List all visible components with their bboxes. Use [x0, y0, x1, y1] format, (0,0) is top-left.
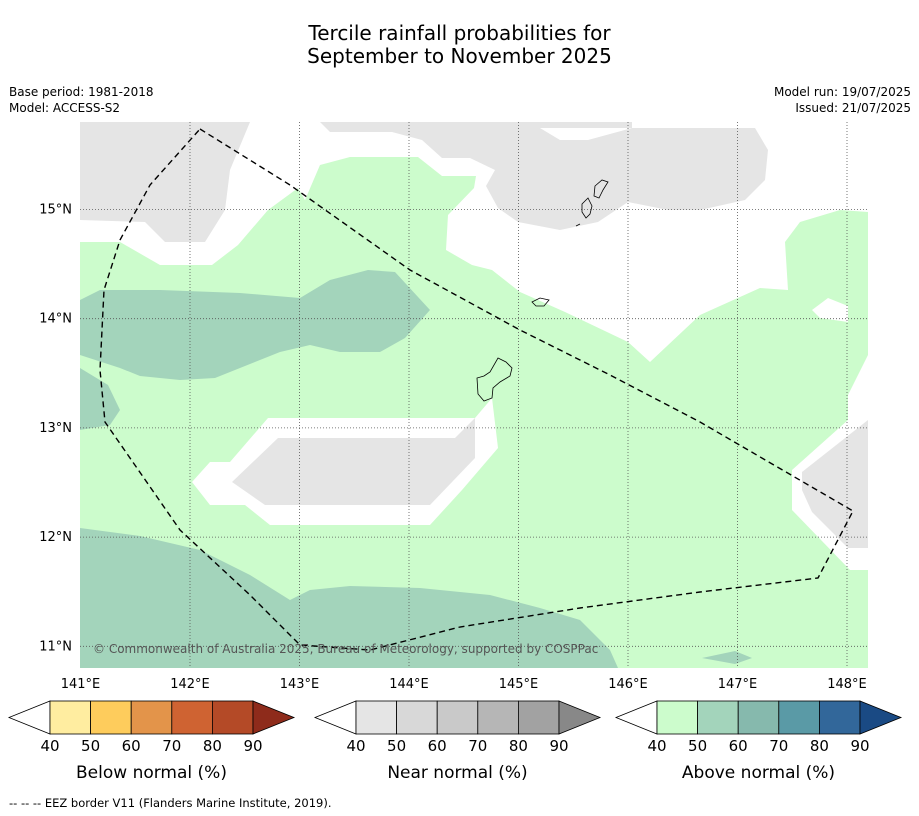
copyright-text: © Commonwealth of Australia 2025, Bureau… — [93, 642, 598, 656]
lat-tick-label: 12°N — [39, 530, 72, 545]
colorbar-title: Below normal (%) — [76, 763, 227, 783]
colorbar-tick-label: 90 — [243, 737, 262, 755]
colorbar-tick-label: 80 — [810, 737, 829, 755]
title-line-1: Tercile rainfall probabilities for — [308, 21, 611, 45]
colorbar-tick-label: 50 — [81, 737, 100, 755]
lon-tick-label: 145°E — [499, 677, 539, 692]
colorbar-tick-label: 70 — [162, 737, 181, 755]
colorbar-legends: 40 50 60 70 80 90 Below normal (%) 40 50 60 70 80 90… — [7, 700, 903, 783]
colorbar-segment — [396, 700, 438, 735]
rota-island-outline — [531, 297, 550, 307]
colorbar-tick-label: 80 — [203, 737, 222, 755]
saipan-island-outline — [593, 179, 609, 199]
colorbar-tick-label: 60 — [428, 737, 447, 755]
colorbar-tick-label: 60 — [122, 737, 141, 755]
near-normal-east-region — [802, 420, 868, 548]
near-normal-central-region — [232, 418, 475, 505]
issued-text: Issued: 21/07/2025 — [795, 101, 911, 115]
colorbar-title: Near normal (%) — [387, 763, 527, 783]
island-outlines — [476, 179, 609, 402]
colorbar-tick-label: 40 — [40, 737, 59, 755]
above-normal-50-west-spot — [80, 368, 120, 430]
lat-tick-label: 11°N — [39, 639, 72, 654]
no-signal-east-spot — [812, 298, 848, 322]
colorbar-tick-label: 50 — [387, 737, 406, 755]
colorbar-tick-label: 90 — [549, 737, 568, 755]
page-title: Tercile rainfall probabilities for Septe… — [0, 22, 919, 68]
colorbar-segment — [130, 700, 173, 735]
lat-tick-label: 14°N — [39, 312, 72, 327]
title-line-2: September to November 2025 — [307, 44, 612, 68]
meta-left: Base period: 1981-2018 Model: ACCESS-S2 — [9, 84, 154, 116]
lon-tick-label: 141°E — [61, 677, 101, 692]
meta-right: Model run: 19/07/2025 Issued: 21/07/2025 — [774, 84, 911, 116]
colorbar-segment — [778, 700, 820, 735]
base-period-text: Base period: 1981-2018 — [9, 85, 154, 99]
model-text: Model: ACCESS-S2 — [9, 101, 121, 115]
tinian-island-outline — [581, 197, 593, 219]
colorbar-tick-label: 50 — [688, 737, 707, 755]
colorbar-right-extension — [252, 700, 296, 735]
lon-tick-label: 146°E — [608, 677, 648, 692]
colorbar-segment — [518, 700, 560, 735]
model-run-text: Model run: 19/07/2025 — [773, 85, 911, 99]
near-normal-north-region — [320, 122, 768, 230]
eez-border — [99, 128, 854, 651]
colorbar-right-extension — [859, 700, 903, 735]
lon-tick-label: 147°E — [718, 677, 758, 692]
colorbar-segment — [697, 700, 739, 735]
aguijan-island-outline — [575, 223, 581, 227]
lon-tick-label: 143°E — [280, 677, 320, 692]
longitude-labels: 141°E 142°E 143°E 144°E 145°E 146°E 147°E 148°E — [61, 677, 867, 692]
colorbar-tick-label: 40 — [346, 737, 365, 755]
above-normal-50-west-region — [80, 270, 430, 380]
map-gridlines — [80, 122, 868, 668]
colorbar-segment — [477, 700, 519, 735]
latitude-labels: 15°N 14°N 13°N 12°N 11°N — [39, 203, 72, 655]
colorbar-above-normal: 40 50 60 70 80 90 Above normal (%) — [614, 700, 903, 783]
colorbar-segment — [656, 700, 698, 735]
guam-island-outline — [476, 357, 513, 402]
map-fill-layer — [80, 122, 868, 668]
colorbar-title: Above normal (%) — [682, 763, 835, 783]
colorbar-below-normal: 40 50 60 70 80 90 Below normal (%) — [7, 700, 296, 783]
colorbar-segment — [90, 700, 132, 735]
colorbar-tick-label: 70 — [769, 737, 788, 755]
colorbar-segment — [49, 700, 91, 735]
above-normal-50-south-region — [80, 528, 618, 668]
eez-footnote: -- -- -- EEZ border V11 (Flanders Marine… — [9, 796, 331, 810]
colorbar-left-extension — [614, 700, 658, 735]
lon-tick-label: 144°E — [389, 677, 429, 692]
colorbar-left-extension — [313, 700, 357, 735]
colorbar-tick-label: 70 — [468, 737, 487, 755]
colorbar-tick-label: 40 — [647, 737, 666, 755]
near-normal-northwest-region — [80, 122, 250, 242]
lon-tick-label: 142°E — [170, 677, 210, 692]
colorbar-segment — [355, 700, 397, 735]
colorbar-segment — [171, 700, 213, 735]
colorbar-tick-label: 90 — [850, 737, 869, 755]
lon-tick-label: 148°E — [827, 677, 867, 692]
colorbar-segment — [819, 700, 861, 735]
colorbar-segment — [436, 700, 479, 735]
lat-tick-label: 13°N — [39, 421, 72, 436]
colorbar-segment — [737, 700, 780, 735]
colorbar-tick-label: 80 — [509, 737, 528, 755]
lat-tick-label: 15°N — [39, 203, 72, 218]
colorbar-right-extension — [558, 700, 602, 735]
colorbar-segment — [211, 700, 254, 735]
above-normal-50-southeast-spot — [702, 651, 752, 664]
colorbar-tick-label: 60 — [729, 737, 748, 755]
colorbar-left-extension — [7, 700, 51, 735]
colorbar-near-normal: 40 50 60 70 80 90 Near normal (%) — [313, 700, 602, 783]
